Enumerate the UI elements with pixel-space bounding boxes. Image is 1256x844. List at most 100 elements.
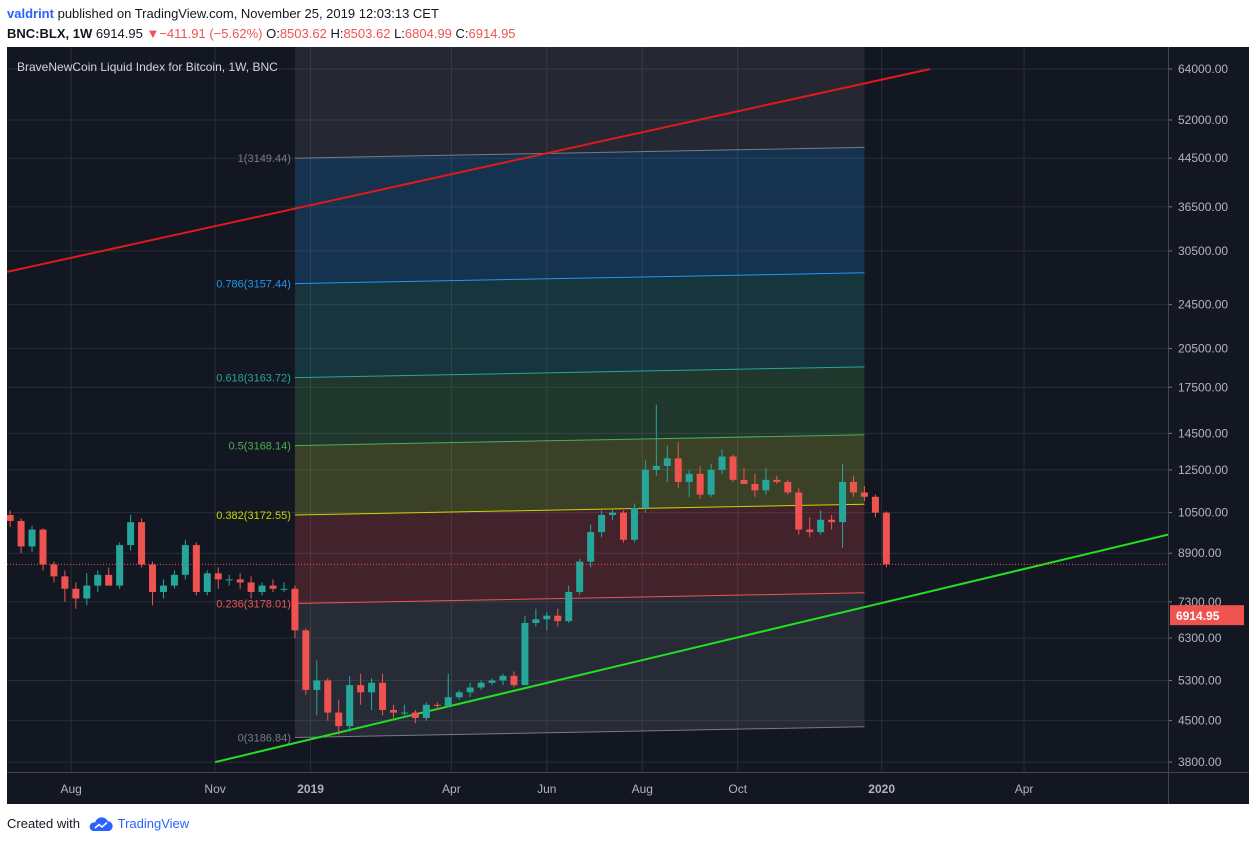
candle-body [422,704,430,718]
candle-body [543,615,551,620]
candle-body [39,529,47,565]
candle-body [860,492,868,497]
candle-body [663,458,671,466]
candle-body [587,532,595,562]
price-chart[interactable]: 1(3149.44) 0.786(3157.44) 0.618(3163.72) 0.… [7,47,1249,804]
time-tick-label: Nov [204,782,225,796]
candle-body [565,591,573,622]
candle-body [598,514,606,533]
fib-level-label: 0.618(3163.72) [216,373,291,385]
tradingview-link[interactable]: TradingView [117,816,190,831]
price-tick-label: 14500.00 [1178,426,1228,440]
candle-body [346,685,354,727]
price-tick-label: 12500.00 [1178,463,1228,477]
fib-level-line [294,146,865,159]
candle-body [379,682,387,710]
trendline-resistance [7,68,931,273]
candle-body [105,574,113,586]
candle-body [149,564,157,592]
candle-body [773,479,781,482]
candle-body [433,704,441,706]
candle-body [466,687,474,693]
chart-title: BraveNewCoin Liquid Index for Bitcoin, 1… [17,60,278,74]
fib-zone [294,147,865,284]
time-tick-label: Oct [728,782,747,796]
fibonacci-retracement[interactable]: 1(3149.44) 0.786(3157.44) 0.618(3163.72) 0.… [216,47,865,745]
price-tick-label: 52000.00 [1178,113,1228,127]
candle-body [17,520,25,547]
trendline-support [214,533,1169,764]
candle-body [499,675,507,681]
price-tick-label: 10500.00 [1178,506,1228,520]
price-tick-label: 4500.00 [1178,714,1222,728]
candle-body [652,465,660,470]
trendlines[interactable] [7,68,1169,764]
candle-body [335,712,343,727]
fib-level-line [294,366,865,379]
candle-body [488,680,496,683]
fib-level-line [294,726,865,739]
time-tick-label: Aug [632,782,653,796]
candle-body [389,709,397,713]
candle-body [630,508,638,540]
candle-body [269,585,277,589]
symbol-label: BNC:BLX, 1W [7,26,93,41]
grid [7,47,1168,772]
candle-body [400,712,408,714]
fib-level-line [294,503,865,516]
candle-body [28,529,36,547]
candle-body [72,588,80,599]
author-name[interactable]: valdrint [7,6,54,21]
fib-level-label: 0.786(3157.44) [216,279,291,291]
open-label: O: [266,26,280,41]
candle-body [455,692,463,698]
candle-body [411,712,419,718]
time-tick-label: Apr [1015,782,1034,796]
fib-level-label: 0.382(3172.55) [216,510,291,522]
candle-body [258,585,266,592]
candle-body [83,585,91,599]
price-change: −411.91 (−5.62%) [159,26,263,41]
price-tick-label: 24500.00 [1178,298,1228,312]
fib-zone [294,366,865,446]
candle-body [302,630,310,690]
price-axis[interactable]: 64000.00 52000.00 44500.00 36500.00 30500.00… [1168,47,1244,804]
candle-body [313,680,321,690]
last-price: 6914.95 [95,26,143,41]
candle-body [806,529,814,533]
candle-body [609,512,617,515]
candle-body [7,514,14,521]
low-value: 6804.99 [404,26,452,41]
candle-body [828,519,836,523]
candle-body [532,619,540,623]
candle-body [784,481,792,493]
price-tick-label: 17500.00 [1178,380,1228,394]
candle-body [871,496,879,513]
price-tick-label: 30500.00 [1178,244,1228,258]
fib-level-label: 0.5(3168.14) [229,441,291,453]
candle-body [554,615,562,622]
down-arrow-icon: ▼ [146,26,160,41]
candle-body [50,564,58,577]
chart-header: valdrint published on TradingView.com, N… [7,6,1247,46]
candle-body [192,545,200,592]
current-price-label: 6914.95 [1176,609,1220,623]
candle-body [817,519,825,533]
candle-body [685,473,693,482]
candle-body [762,479,770,491]
candle-body [444,697,452,706]
candle-body [116,545,124,586]
time-axis[interactable]: Aug Nov 2019 Apr Jun Aug Oct 2020 Apr [7,772,1249,797]
close-label: C: [455,26,469,41]
fib-zone [294,434,865,515]
price-tick-label: 20500.00 [1178,341,1228,355]
candle-body [849,481,857,493]
fib-level-line [294,272,865,285]
candle-body [291,588,299,631]
tradingview-logo-icon [89,816,113,831]
candle-body [127,522,135,546]
candle-body [576,561,584,592]
candle-body [839,481,847,523]
candle-body [138,522,146,565]
candle-body [707,469,715,495]
